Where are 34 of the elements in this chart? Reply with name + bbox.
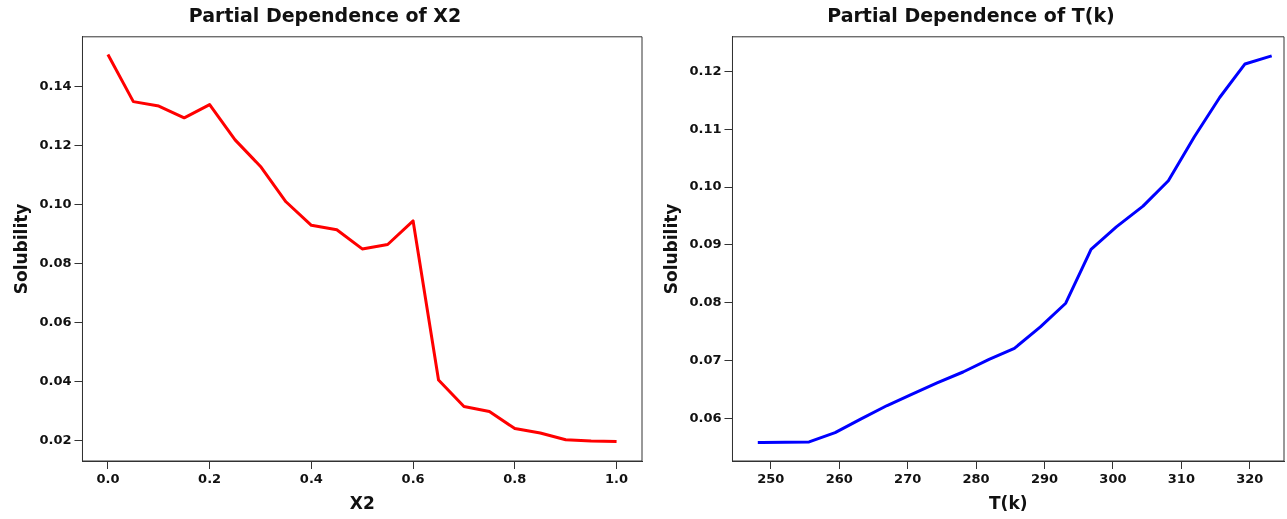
y-tick-label: 0.02 (39, 431, 72, 447)
x-tick-label: 270 (894, 471, 922, 487)
y-tick-label: 0.08 (689, 294, 722, 310)
x-tick-label: 0.6 (401, 471, 425, 487)
x-tick-label: 0.2 (198, 471, 222, 487)
x-tick-label: 280 (962, 471, 990, 487)
y-tick-label: 0.14 (39, 78, 72, 94)
chart-title: Partial Dependence of X2 (188, 4, 462, 27)
x-axis-title: X2 (349, 493, 375, 514)
x-axis-title: T(k) (989, 493, 1028, 514)
y-tick-label: 0.06 (689, 409, 722, 425)
y-tick-label: 0.07 (689, 351, 722, 367)
y-tick-label: 0.10 (689, 178, 722, 194)
x-tick-label: 320 (1236, 471, 1264, 487)
x-tick-label: 0.0 (96, 471, 120, 487)
y-tick-label: 0.12 (39, 137, 72, 153)
x-tick-label: 250 (757, 471, 785, 487)
x-tick-label: 0.4 (299, 471, 323, 487)
y-tick-label: 0.11 (689, 120, 722, 136)
y-axis-title: Solubility (10, 203, 31, 295)
chart-title: Partial Dependence of T(k) (827, 4, 1115, 27)
x-tick-label: 300 (1099, 471, 1127, 487)
y-tick-label: 0.12 (689, 62, 722, 78)
y-tick-label: 0.08 (39, 255, 72, 270)
y-tick-label: 0.09 (689, 236, 722, 252)
y-tick-label: 0.06 (39, 313, 72, 329)
x-tick-label: 310 (1167, 471, 1195, 487)
x-tick-label: 290 (1030, 471, 1059, 487)
y-tick-label: 0.10 (39, 196, 72, 212)
x-tick-label: 260 (825, 471, 853, 487)
x-tick-label: 1.0 (605, 471, 629, 487)
y-tick-label: 0.04 (39, 372, 72, 388)
y-axis-title: Solubility (660, 203, 681, 295)
x-tick-label: 0.8 (503, 471, 527, 487)
